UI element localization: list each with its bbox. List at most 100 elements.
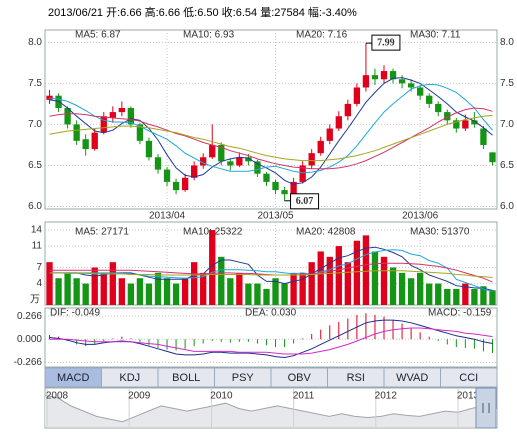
candle-body <box>209 144 216 158</box>
volume-bar <box>344 262 352 305</box>
indicator-tab-label[interactable]: PSY <box>232 372 255 384</box>
candle-body <box>344 103 352 117</box>
annotation-high: 7.99 <box>377 37 395 48</box>
candle-body <box>154 157 162 170</box>
legend-entry: MA5: 27171 <box>75 227 129 238</box>
volume-bar <box>136 278 144 305</box>
y-tick-label: 7.0 <box>28 119 42 130</box>
volume-bar <box>145 283 153 305</box>
macd-panel <box>44 307 498 368</box>
volume-bar <box>362 235 370 305</box>
y-tick-label: 8.0 <box>28 37 42 48</box>
annotation-low: 6.07 <box>296 196 314 207</box>
volume-bar <box>290 272 297 305</box>
ma-line <box>49 83 493 174</box>
candle-body <box>136 124 144 141</box>
macd-label: MACD: -0.159 <box>428 308 492 319</box>
overview-line <box>44 394 498 423</box>
annotation-box <box>290 193 320 210</box>
volume-bar <box>435 283 442 305</box>
candle-body <box>118 108 126 113</box>
volume-bar <box>272 278 279 305</box>
legend-entry: MA10: 6.93 <box>183 30 235 41</box>
y-tick-label-right: 7.5 <box>500 78 514 89</box>
volume-bar <box>426 283 433 305</box>
candle-body <box>64 108 71 125</box>
indicator-tab-label[interactable]: MACD <box>57 372 89 384</box>
legend-entry: MA20: 7.16 <box>296 30 348 41</box>
candle-body <box>335 116 342 129</box>
candle-body <box>453 120 460 129</box>
candle-body <box>371 75 379 80</box>
volume-bar <box>218 256 225 305</box>
legend-entry: MA30: 7.11 <box>410 30 461 41</box>
candle-body <box>281 190 288 195</box>
candle-body <box>100 116 107 133</box>
legend-entry: MA20: 42808 <box>296 227 356 238</box>
candle-body <box>290 181 297 195</box>
volume-bar <box>227 278 234 305</box>
ma-line <box>49 246 493 291</box>
ma-line <box>49 270 493 278</box>
y-tick-label: 6.5 <box>28 160 42 171</box>
y-tick-label: 0.000 <box>17 334 42 345</box>
candle-body <box>172 181 180 191</box>
candle-body <box>91 132 98 150</box>
ma-line <box>49 114 493 162</box>
volume-bar <box>453 288 460 305</box>
legend-entry: DIF: -0.049 <box>50 308 100 319</box>
volume-bar <box>299 272 306 305</box>
candle-body <box>218 144 225 162</box>
volume-bar <box>254 283 261 305</box>
candle-body <box>435 103 442 113</box>
volume-bar <box>127 283 135 305</box>
volume-bar <box>209 230 216 305</box>
ma-line <box>49 249 493 292</box>
ma-line <box>49 319 493 359</box>
volume-bar <box>263 288 270 305</box>
legend-entry: MA30: 51370 <box>410 227 470 238</box>
legend-entry: MA5: 6.87 <box>75 30 121 41</box>
indicator-tab-label[interactable]: OBV <box>288 372 312 384</box>
indicator-tab-label[interactable]: RSI <box>347 372 365 384</box>
candle-body <box>200 157 207 166</box>
price-panel <box>44 29 498 210</box>
chart-layer: 6.0 6.0 6.5 6.5 7.0 7.0 7.5 7.5 8.0 8.0 2013/04 201… <box>14 30 514 427</box>
indicator-tab[interactable] <box>440 367 498 388</box>
y-tick-label-right: 7.0 <box>500 119 514 130</box>
candle-body <box>236 157 243 166</box>
volume-bar <box>154 272 162 305</box>
volume-bar <box>353 240 361 305</box>
volume-bar <box>91 267 98 305</box>
candle-body <box>326 128 333 141</box>
candle-body <box>362 75 370 88</box>
candle-body <box>480 128 487 145</box>
y-tick-label-right: 6.0 <box>500 201 514 212</box>
candle-body <box>263 173 270 182</box>
y-tick-label: 4 <box>36 278 42 289</box>
indicator-tab-label[interactable]: BOLL <box>172 372 200 384</box>
indicator-tab-label[interactable]: WVAD <box>396 372 428 384</box>
volume-bar <box>371 251 379 305</box>
volume-bar <box>380 256 388 305</box>
candle-body <box>181 177 189 191</box>
y-tick-label: 7.5 <box>28 78 42 89</box>
scroll-handle[interactable] <box>475 387 497 429</box>
candle-body <box>462 120 469 129</box>
volume-bar <box>444 288 451 305</box>
indicator-tab-label[interactable]: KDJ <box>119 372 140 384</box>
candle-body <box>127 108 135 125</box>
candle-body <box>444 112 451 121</box>
candle-body <box>73 124 80 141</box>
candle-body <box>254 161 261 174</box>
volume-bar <box>118 278 126 305</box>
candle-body <box>299 165 306 182</box>
indicator-tab-label[interactable]: CCI <box>459 372 478 384</box>
quote-header: 2013/06/21 开:6.66 高:6.66 低:6.50 收:6.54 量… <box>48 5 357 19</box>
candle-body <box>489 152 496 163</box>
volume-bar <box>64 272 71 305</box>
volume-bar <box>46 262 53 305</box>
volume-bar <box>82 283 89 305</box>
volume-bar <box>335 246 342 305</box>
